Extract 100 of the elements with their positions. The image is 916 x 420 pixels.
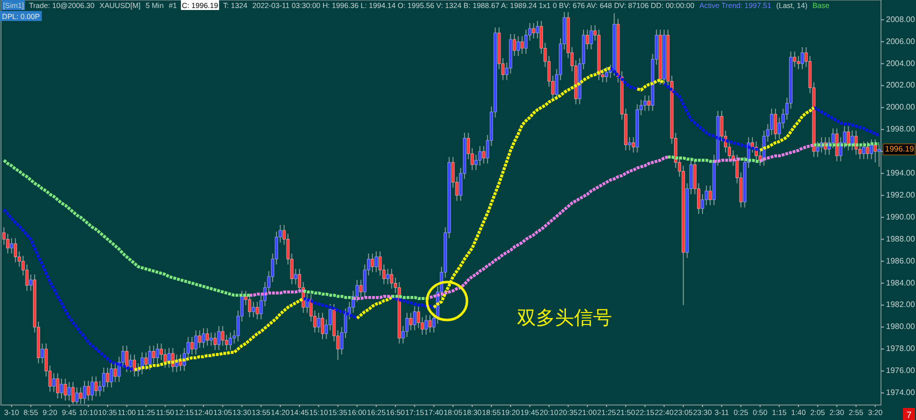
candlestick — [478, 145, 482, 166]
candlestick — [520, 36, 524, 54]
y-tick-label: 1984.00 — [886, 278, 916, 288]
candlestick — [190, 336, 194, 356]
candlestick — [106, 367, 110, 388]
y-tick-label: 1994.00 — [886, 168, 916, 178]
y-tick-label: 1974.00 — [886, 388, 916, 398]
candlestick — [86, 380, 90, 402]
candlestick — [416, 306, 420, 329]
candlestick — [482, 145, 486, 164]
candlestick — [370, 253, 374, 273]
candlestick — [29, 274, 32, 292]
candlestick — [536, 20, 540, 39]
y-tick-label: 2004.00 — [886, 58, 916, 68]
candlestick — [128, 354, 132, 373]
candlestick — [156, 343, 160, 364]
y-tick-label: 1978.00 — [886, 344, 916, 354]
candlestick — [194, 330, 198, 356]
candlestick — [206, 328, 209, 346]
y-tick-label: 1986.00 — [886, 256, 916, 266]
y-tick-label: 2006.00 — [886, 36, 916, 46]
candlestick — [210, 332, 213, 346]
candlestick — [40, 343, 44, 364]
candlestick — [647, 94, 650, 112]
y-tick-label: 1992.00 — [886, 190, 916, 200]
candlestick — [424, 314, 428, 336]
candlestick — [800, 46, 804, 70]
candlestick — [632, 136, 636, 154]
candlestick — [167, 347, 171, 368]
candlestick — [317, 312, 320, 334]
candlestick — [213, 332, 217, 351]
candlestick — [221, 325, 224, 346]
y-tick-label: 1980.00 — [886, 322, 916, 332]
candlestick — [56, 372, 60, 399]
candlestick — [835, 128, 838, 162]
candlestick — [413, 306, 416, 331]
annotation: 1996.19 — [885, 144, 914, 154]
candlestick — [532, 22, 536, 39]
candlestick — [359, 279, 362, 298]
candlestick — [10, 238, 14, 254]
candlestick — [428, 314, 432, 334]
candlestick — [796, 55, 800, 70]
candlestick — [252, 301, 256, 318]
price-marker: 1996.19 — [882, 144, 916, 156]
candlestick — [60, 378, 64, 399]
candlestick — [202, 328, 206, 348]
candlestick — [628, 136, 632, 151]
annotation: 双多头信号 — [517, 308, 612, 329]
candlestick — [152, 345, 156, 364]
candlestick — [148, 345, 152, 370]
y-tick-label: 1998.00 — [886, 124, 916, 134]
candlestick — [862, 141, 866, 160]
candlestick — [386, 268, 390, 285]
candlestick — [217, 325, 220, 351]
candlestick — [224, 334, 228, 351]
candlestick — [643, 94, 647, 112]
candlestick — [248, 294, 252, 318]
candlestick — [850, 130, 854, 151]
candlestick — [874, 138, 877, 163]
y-tick-label: 2000.00 — [886, 102, 916, 112]
candlestick — [700, 194, 704, 215]
candlestick — [816, 141, 820, 158]
candlestick — [512, 34, 516, 56]
y-tick-label: 2002.00 — [886, 80, 916, 90]
candlestick — [374, 250, 378, 273]
candlestick — [102, 367, 106, 392]
candlestick — [94, 376, 98, 397]
y-tick-label: 1990.00 — [886, 212, 916, 222]
y-tick-label: 2008.00 — [886, 14, 916, 24]
candlestick — [294, 268, 298, 285]
candlestick — [793, 51, 796, 68]
candlestick — [409, 312, 412, 331]
y-tick-label: 1988.00 — [886, 234, 916, 244]
candlestick — [846, 126, 850, 151]
candlestick — [774, 108, 778, 140]
candlestick — [866, 141, 870, 160]
corner: 7 — [903, 408, 915, 420]
candlestick — [256, 301, 259, 320]
candlestick — [750, 136, 754, 154]
candlestick — [110, 362, 113, 388]
candlestick — [708, 184, 712, 206]
candlestick — [590, 24, 593, 50]
candlestick — [14, 238, 18, 263]
candlestick — [64, 378, 67, 402]
y-tick-label: 1982.00 — [886, 300, 916, 310]
candlestick — [390, 268, 394, 290]
candlestick — [144, 352, 148, 370]
candlestick — [604, 66, 608, 83]
candlestick — [870, 138, 874, 160]
candlestick — [68, 381, 71, 402]
candlestick — [306, 294, 309, 314]
candlestick — [320, 312, 324, 340]
candlestick — [198, 330, 202, 348]
candlestick — [586, 29, 589, 50]
candlestick — [516, 36, 520, 56]
candlestick — [90, 376, 94, 402]
candlestick — [114, 362, 117, 382]
candlestick — [125, 345, 128, 373]
candlestick — [524, 29, 528, 54]
y-tick-label: 1976.00 — [886, 366, 916, 376]
